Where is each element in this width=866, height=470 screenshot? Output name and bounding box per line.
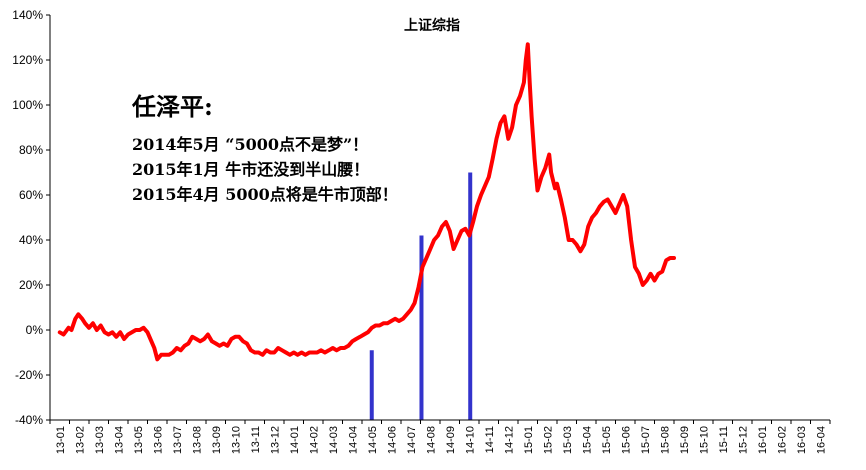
- x-axis-ticks: 13-01 13-02 13-03 13-04 13-05 13-06 13-07 13-08…: [49, 420, 831, 454]
- x-tick-label: 13-10: [230, 426, 242, 454]
- x-tick-label: 15-12: [737, 426, 749, 454]
- x-tick-label: 15-10: [698, 426, 710, 454]
- x-tick-label: 13-07: [172, 426, 184, 454]
- y-axis-ticks: -40% -20% 0% 20% 40% 60% 80% 100% 120% 140%: [12, 8, 50, 427]
- x-tick-label: 15-11: [718, 426, 730, 453]
- y-tick-label: 20%: [19, 278, 43, 292]
- x-tick-label: 13-12: [269, 426, 281, 454]
- x-tick-label: 14-11: [484, 426, 496, 453]
- x-tick-label: 15-02: [542, 426, 554, 454]
- x-tick-label: 14-07: [406, 426, 418, 454]
- annotation-heading: 任泽平:: [131, 92, 213, 121]
- x-tick-label: 14-06: [386, 426, 398, 454]
- x-tick-label: 14-03: [328, 426, 340, 454]
- x-tick-label: 14-10: [464, 426, 476, 454]
- x-tick-label: 16-04: [815, 426, 827, 454]
- chart-title: 上证综指: [404, 17, 460, 34]
- x-tick-label: 13-09: [211, 426, 223, 454]
- x-tick-label: 16-01: [757, 426, 769, 454]
- y-tick-label: 60%: [19, 188, 43, 202]
- x-tick-label: 14-01: [289, 426, 301, 454]
- y-tick-label: 100%: [12, 98, 43, 112]
- x-tick-label: 15-03: [562, 426, 574, 454]
- x-tick-label: 14-02: [308, 426, 320, 454]
- y-tick-label: 80%: [19, 143, 43, 157]
- x-tick-label: 14-12: [503, 426, 515, 454]
- x-tick-label: 15-01: [523, 426, 535, 454]
- x-tick-label: 13-01: [55, 426, 67, 454]
- x-tick-label: 13-11: [250, 426, 262, 453]
- y-tick-label: 0%: [26, 323, 44, 337]
- y-tick-label: 140%: [12, 8, 43, 22]
- x-tick-label: 13-08: [191, 426, 203, 454]
- x-tick-label: 14-05: [367, 426, 379, 454]
- x-tick-label: 15-05: [601, 426, 613, 454]
- y-tick-label: -20%: [15, 368, 43, 382]
- x-tick-label: 14-04: [347, 426, 359, 454]
- annotation-line-1: 2014年5月 “5000点不是梦”！: [132, 135, 368, 154]
- annotation-block: 任泽平: 2014年5月 “5000点不是梦”！ 2015年1月 牛市还没到半山…: [131, 92, 398, 204]
- annotation-line-2: 2015年1月 牛市还没到半山腰！: [132, 160, 369, 179]
- x-tick-label: 16-02: [776, 426, 788, 454]
- y-tick-label: 120%: [12, 53, 43, 67]
- y-tick-label: 40%: [19, 233, 43, 247]
- series-group: [57, 42, 676, 362]
- x-tick-label: 14-08: [425, 426, 437, 454]
- x-tick-label: 15-07: [640, 426, 652, 454]
- x-tick-label: 15-06: [620, 426, 632, 454]
- x-tick-label: 15-04: [581, 426, 593, 454]
- annotation-line-3: 2015年4月 5000点将是牛市顶部！: [132, 185, 398, 204]
- x-tick-label: 13-05: [133, 426, 145, 454]
- x-tick-label: 13-04: [113, 426, 125, 454]
- x-tick-label: 13-03: [94, 426, 106, 454]
- y-tick-label: -40%: [15, 413, 43, 427]
- x-tick-label: 16-03: [796, 426, 808, 454]
- series-line: [57, 42, 676, 362]
- x-tick-label: 15-08: [659, 426, 671, 454]
- x-tick-label: 13-06: [152, 426, 164, 454]
- x-tick-label: 14-09: [445, 426, 457, 454]
- x-tick-label: 13-02: [74, 426, 86, 454]
- x-tick-label: 15-09: [679, 426, 691, 454]
